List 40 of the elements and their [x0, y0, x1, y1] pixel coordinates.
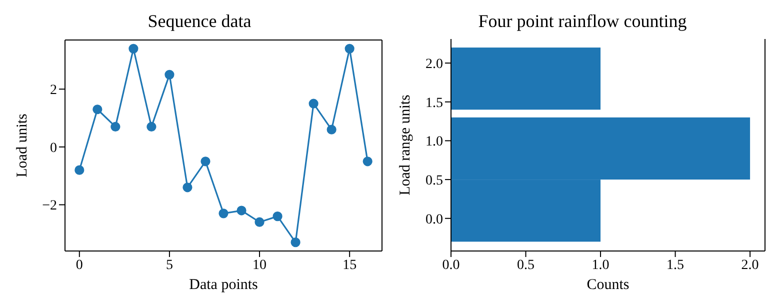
chart-title: Four point rainflow counting [477, 10, 688, 33]
y-tick-label: 1.0 [426, 134, 443, 150]
x-tick-label: 5 [166, 258, 173, 273]
point [308, 98, 318, 108]
point [326, 124, 336, 134]
point [272, 212, 282, 222]
x-tick-label: 0.5 [517, 258, 535, 273]
point [254, 217, 264, 227]
x-tick-label: 2.0 [741, 258, 759, 273]
point [344, 44, 354, 54]
y-axis-title: Load units [14, 113, 30, 178]
point [290, 238, 300, 248]
x-axis-title: Counts [586, 277, 630, 293]
x-tick-label: 15 [342, 258, 357, 273]
x-tick-label: 1.5 [666, 258, 684, 273]
point [182, 182, 192, 192]
point [74, 165, 84, 175]
x-tick-label: 0 [76, 258, 83, 273]
y-tick-label: 0.0 [426, 212, 443, 228]
point [236, 206, 246, 216]
x-tick-label: 1.0 [592, 258, 610, 273]
y-axis-title: Load range units [397, 94, 414, 196]
point [164, 70, 174, 80]
point [218, 208, 228, 218]
point [128, 44, 138, 54]
point [362, 156, 372, 166]
point [110, 122, 120, 132]
point [146, 122, 156, 132]
point [200, 156, 210, 166]
x-axis-title: Data points [189, 277, 258, 293]
y-tick-label: 1.5 [426, 96, 443, 111]
x-tick-label: 10 [252, 258, 267, 273]
y-tick-label: 0.5 [426, 174, 443, 189]
y-tick-label: 2.0 [426, 57, 443, 72]
y-tick-label: 2 [50, 83, 57, 98]
point [92, 104, 102, 114]
y-tick-label: 0 [50, 140, 57, 156]
y-tick-label: −2 [42, 198, 57, 214]
chart-title: Sequence data [146, 10, 252, 33]
x-tick-label: 0.0 [442, 258, 460, 273]
